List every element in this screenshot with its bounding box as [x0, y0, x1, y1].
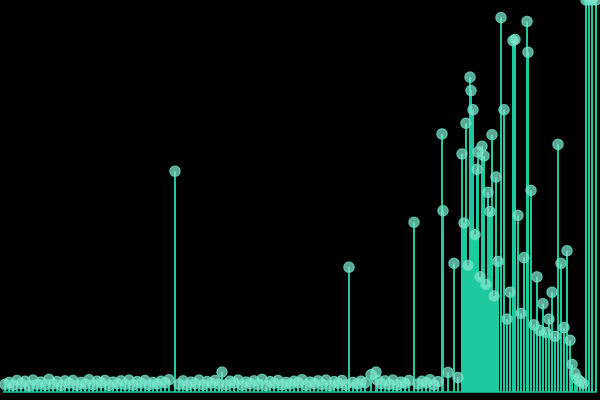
- stem-marker: [495, 11, 507, 24]
- stem-marker: [478, 150, 490, 162]
- stem-marker: [549, 330, 561, 343]
- stem-marker: [555, 257, 567, 270]
- stem-marker: [577, 377, 589, 390]
- stem-marker: [564, 334, 576, 346]
- stem-marker: [169, 165, 181, 177]
- stem-marker: [590, 0, 600, 6]
- stem-marker: [408, 216, 420, 228]
- stem-marker: [448, 257, 460, 270]
- stem-marker: [437, 205, 449, 217]
- stem-marker: [460, 117, 472, 129]
- stem-marker: [504, 286, 516, 298]
- stem-marker: [465, 84, 477, 97]
- stem-marker: [518, 251, 530, 264]
- stem-marker: [561, 244, 573, 257]
- stem-marker: [521, 15, 533, 28]
- stem-marker: [469, 228, 481, 241]
- stem-marker: [474, 271, 486, 283]
- stem-marker: [163, 374, 175, 386]
- stem-marker: [546, 286, 558, 298]
- stem-marker: [537, 297, 549, 310]
- stem-marker: [558, 321, 570, 334]
- stem-marker: [492, 255, 504, 268]
- stem-lines-group: [4, 0, 597, 392]
- stem-marker: [442, 366, 454, 379]
- stem-marker: [482, 186, 494, 199]
- stem-marker: [501, 313, 513, 325]
- stem-marker: [467, 104, 479, 116]
- stem-marker: [543, 313, 555, 325]
- stem-marker: [476, 140, 488, 152]
- stem-marker: [515, 307, 527, 319]
- stem-marker: [488, 290, 500, 302]
- stem-marker: [464, 71, 476, 83]
- stem-marker: [343, 261, 355, 273]
- stem-marker: [509, 33, 521, 46]
- stem-marker: [359, 377, 371, 389]
- stem-marker: [552, 138, 564, 151]
- stem-marker: [456, 148, 468, 160]
- stem-marker: [458, 217, 470, 229]
- stem-marker: [471, 163, 483, 175]
- stem-marker: [486, 129, 498, 141]
- stem-marker: [522, 46, 534, 58]
- stem-marker: [498, 104, 510, 116]
- stem-marker: [512, 209, 524, 222]
- stem-marker: [436, 128, 448, 140]
- stem-marker: [462, 259, 474, 271]
- stem-marker: [484, 205, 496, 218]
- stem-marker: [432, 375, 444, 388]
- stem-marker: [480, 278, 492, 291]
- stem-marker: [490, 171, 502, 183]
- stem-marker: [531, 271, 543, 283]
- stem-marker: [452, 371, 464, 384]
- stem-marker: [525, 184, 537, 197]
- stem-marker: [216, 366, 228, 378]
